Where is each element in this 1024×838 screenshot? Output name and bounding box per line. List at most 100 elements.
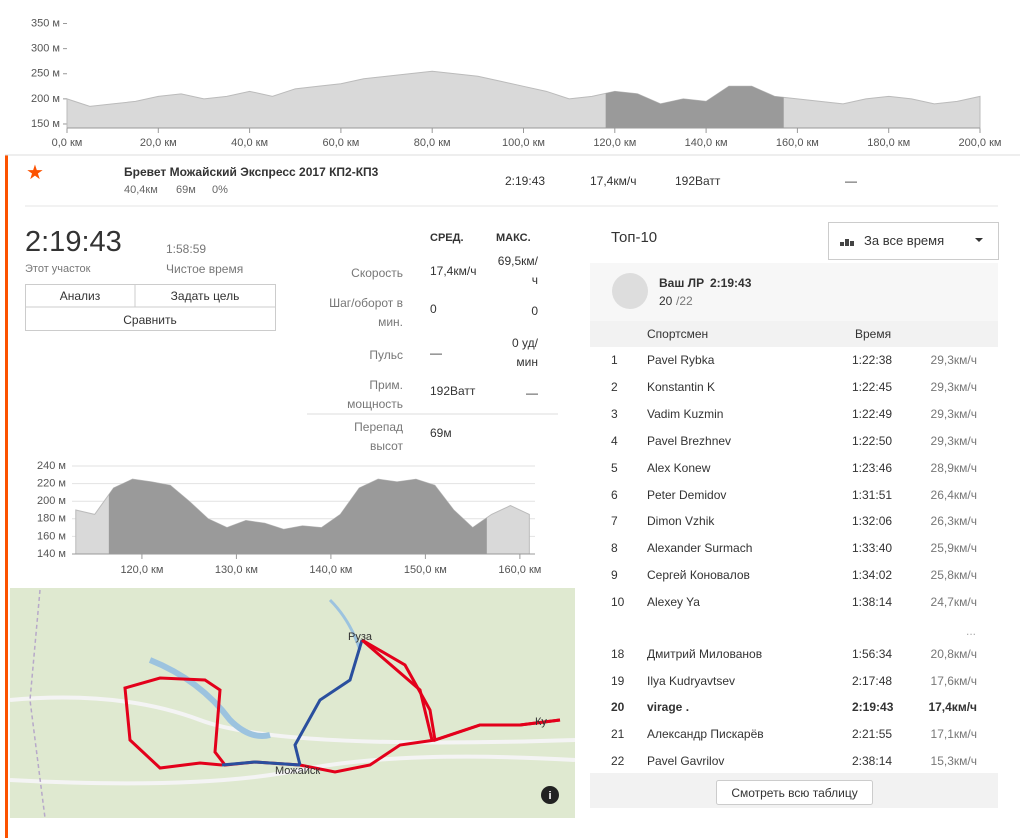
stat-max: 0	[531, 304, 538, 318]
athlete-name[interactable]: Pavel Brezhnev	[647, 433, 732, 448]
time: 1:56:34	[852, 647, 893, 661]
time: 1:22:50	[852, 433, 893, 448]
x-tick-label: 140,0 км	[309, 564, 352, 576]
segment-area	[108, 479, 487, 554]
time: 2:17:48	[852, 673, 893, 688]
x-tick-label: 150,0 км	[404, 564, 447, 576]
athlete-name[interactable]: Konstantin K	[647, 379, 716, 394]
stat-label: Прим. мощность	[347, 378, 403, 411]
x-tick-label: 40,0 км	[231, 137, 268, 149]
x-tick-label: 130,0 км	[215, 564, 258, 576]
x-tick-label: 160,0 км	[498, 564, 541, 576]
rank: 10	[611, 595, 625, 610]
y-tick-label: 180 м	[37, 513, 66, 525]
star-icon[interactable]: ★	[26, 162, 44, 184]
speed: 20,8км/ч	[930, 647, 977, 661]
stat-max: 0 уд/мин	[512, 336, 538, 369]
map-label: Руза	[348, 631, 372, 643]
analysis-button[interactable]: Анализ	[59, 289, 101, 303]
rank: 22	[611, 753, 625, 768]
stat-avg: 0	[430, 302, 437, 316]
stat-max: 69,5км/ч	[497, 254, 538, 287]
segment-grade: 0%	[212, 184, 228, 196]
x-tick-label: 100,0 км	[502, 137, 545, 149]
rank: 21	[611, 727, 625, 742]
ellipsis: ...	[966, 624, 977, 638]
caret	[975, 238, 983, 242]
y-tick-label: 200 м	[31, 93, 60, 105]
x-tick-label: 20,0 км	[140, 137, 177, 149]
athlete-name[interactable]: virage .	[647, 700, 690, 715]
view-all-button[interactable]	[716, 780, 873, 805]
athlete-name[interactable]: Pavel Gavrilov	[647, 753, 725, 768]
icon	[840, 239, 854, 246]
moving-time: 1:58:59	[166, 242, 207, 256]
athlete-name[interactable]: Александр Пискарёв	[647, 727, 764, 742]
pr-label: Ваш ЛР	[659, 276, 705, 290]
rank: 19	[611, 673, 625, 688]
stat-avg: 17,4км/ч	[430, 264, 477, 278]
rank: 5	[611, 460, 618, 475]
time: 2:38:14	[852, 753, 893, 768]
speed: 15,3км/ч	[930, 753, 977, 768]
goal-button[interactable]: Задать цель	[170, 289, 240, 303]
x-tick-label: 120,0 км	[593, 137, 636, 149]
segment-elevation: 69м	[176, 184, 196, 196]
pr-rank: 20	[659, 294, 673, 308]
athlete-name[interactable]: Сергей Коновалов	[647, 568, 750, 583]
segment-distance: 40,4км	[124, 184, 158, 196]
athlete-name[interactable]: Peter Demidov	[647, 487, 727, 502]
avatar	[612, 273, 648, 309]
segment-speed: 17,4км/ч	[590, 174, 637, 188]
speed: 28,9км/ч	[930, 460, 977, 475]
speed: 29,3км/ч	[930, 379, 977, 394]
col-athlete: Спортсмен	[647, 327, 709, 341]
speed: 25,9км/ч	[930, 541, 977, 556]
stat-max: —	[526, 386, 538, 400]
speed: 17,6км/ч	[930, 673, 977, 688]
speed: 17,4км/ч	[928, 700, 977, 715]
y-tick-label: 350 м	[31, 17, 60, 29]
speed: 26,4км/ч	[930, 487, 977, 502]
speed: 25,8км/ч	[930, 568, 977, 583]
leaderboard-title: Топ-10	[611, 229, 658, 246]
moving-label: Чистое время	[166, 262, 244, 276]
view-all-label[interactable]: Смотреть всю таблицу	[731, 786, 858, 800]
rank: 7	[611, 514, 618, 529]
rank: 2	[611, 379, 618, 394]
map-label: Можайск	[275, 765, 321, 777]
athlete-name[interactable]: Ilya Kudryavtsev	[647, 673, 736, 688]
speed: 26,3км/ч	[930, 514, 977, 529]
max-header: МАКС.	[496, 232, 531, 244]
athlete-name[interactable]: Vadim Kuzmin	[647, 406, 724, 421]
table-header-bg	[590, 321, 998, 347]
dropdown[interactable]	[828, 222, 999, 260]
segment-title[interactable]: Бревет Можайский Экспресс 2017 КП2-КП3	[124, 165, 379, 179]
leaderboard-panel	[590, 263, 998, 808]
time: 2:21:55	[852, 727, 893, 742]
athlete-name[interactable]: Alex Konew	[647, 460, 711, 475]
y-tick-label: 300 м	[31, 43, 60, 55]
map: i	[9, 588, 576, 819]
compare-button[interactable]: Сравнить	[123, 313, 177, 327]
segment-time: 2:19:43	[505, 174, 546, 188]
athlete-name[interactable]: Alexander Surmach	[647, 541, 753, 556]
athlete-name[interactable]: Alexey Ya	[647, 595, 700, 610]
athlete-name[interactable]: Дмитрий Милованов	[647, 647, 763, 661]
segment-area	[605, 86, 784, 128]
col-time: Время	[855, 327, 892, 341]
speed: 17,1км/ч	[930, 727, 977, 742]
avg-header: СРЕД.	[430, 232, 464, 244]
x-tick-label: 140,0 км	[685, 137, 728, 149]
time: 1:22:49	[852, 406, 893, 421]
time: 1:22:38	[852, 353, 893, 367]
stat-avg: 69м	[430, 426, 452, 440]
filter-label[interactable]: За все время	[864, 233, 945, 248]
athlete-name[interactable]: Dimon Vzhik	[647, 514, 715, 529]
rank: 20	[611, 700, 625, 715]
athlete-name[interactable]: Pavel Rybka	[647, 353, 715, 367]
x-tick-label: 80,0 км	[414, 137, 451, 149]
x-tick-label: 160,0 км	[776, 137, 819, 149]
x-tick-label: 200,0 км	[959, 137, 1002, 149]
segment-power: 192Ватт	[675, 174, 721, 188]
